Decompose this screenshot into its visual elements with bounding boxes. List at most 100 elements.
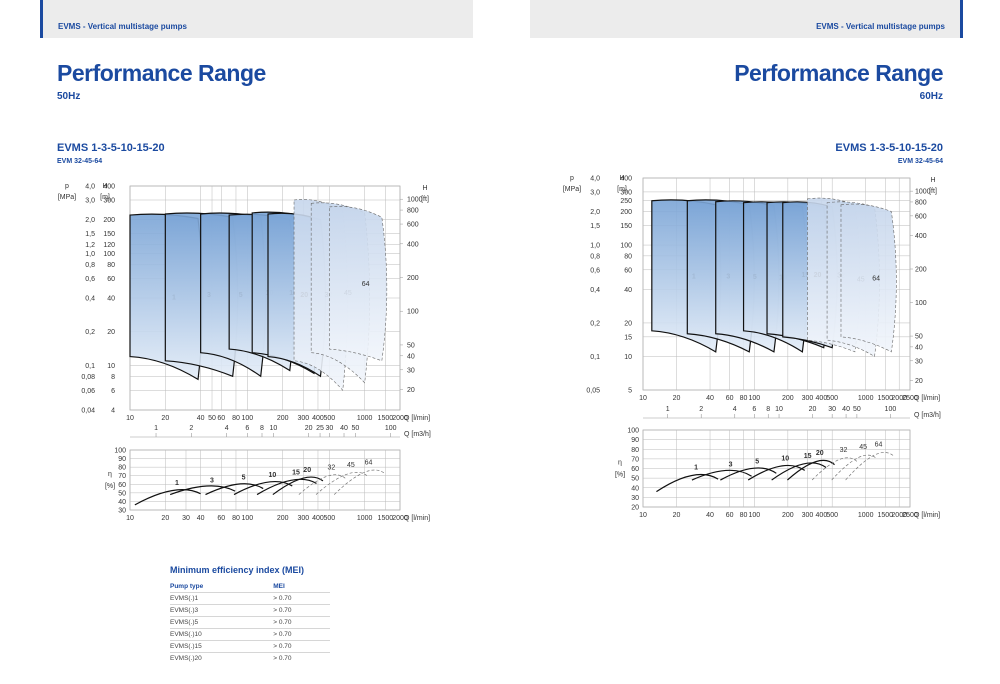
mei-type: EVMS(.)10 bbox=[170, 628, 274, 641]
eff-x-tick-label: 1500 bbox=[878, 512, 894, 519]
p-tick-label: 2,0 bbox=[590, 209, 600, 216]
ft-axis-unit: [ft] bbox=[421, 196, 429, 203]
p-tick-label: 0,06 bbox=[81, 388, 95, 395]
eff-x-tick-label: 2000 bbox=[891, 512, 907, 519]
eff-x-tick-label: 10 bbox=[639, 512, 647, 519]
p-tick-label: 1,5 bbox=[85, 231, 95, 238]
eff-curve-label-10: 10 bbox=[269, 472, 277, 479]
h-tick-label: 40 bbox=[107, 296, 115, 303]
p-tick-label: 0,6 bbox=[590, 267, 600, 274]
x-tick-label: 1500 bbox=[878, 395, 894, 402]
x-tick-label: 300 bbox=[802, 395, 814, 402]
eff-x-tick-label: 200 bbox=[782, 512, 794, 519]
ft-tick-label: 200 bbox=[915, 267, 927, 274]
eff-curve-10 bbox=[747, 464, 806, 481]
eff-x-tick-label: 1000 bbox=[357, 515, 373, 522]
eff-curve-label-45: 45 bbox=[859, 444, 867, 451]
eff-x-tick-label: 200 bbox=[277, 515, 289, 522]
table-row: EVMS(.)5 > 0.70 bbox=[170, 616, 330, 629]
h-tick-label: 5 bbox=[628, 388, 632, 395]
p-tick-label: 0,8 bbox=[590, 253, 600, 260]
h-tick-label: 250 bbox=[620, 198, 632, 205]
eff-tick-label: 60 bbox=[118, 482, 126, 489]
x-tick-label: 2000 bbox=[392, 415, 408, 422]
eff-x-tick-label: 20 bbox=[673, 512, 681, 519]
ft-tick-label: 20 bbox=[915, 378, 923, 385]
q2-tick-label: 8 bbox=[260, 425, 264, 432]
h-tick-label: 10 bbox=[624, 354, 632, 361]
x-tick-label: 400 bbox=[312, 415, 324, 422]
q2-tick-label: 6 bbox=[245, 425, 249, 432]
x-tick-label: 2000 bbox=[891, 395, 907, 402]
x-tick-label: 1000 bbox=[858, 395, 874, 402]
q2-tick-label: 25 bbox=[316, 425, 324, 432]
h-axis-label: H bbox=[102, 183, 107, 190]
eff-axis-label: η bbox=[108, 471, 112, 478]
x-tick-label: 40 bbox=[706, 395, 714, 402]
h-tick-label: 60 bbox=[107, 276, 115, 283]
q2-tick-label: 1 bbox=[666, 406, 670, 413]
q2-tick-label: 20 bbox=[305, 425, 313, 432]
header-bar-left: EVMS - Vertical multistage pumps bbox=[40, 0, 473, 38]
eff-x-tick-label: 2500 bbox=[902, 512, 918, 519]
mei-type: EVMS(.)5 bbox=[170, 616, 274, 629]
p-axis-label: p bbox=[570, 175, 574, 182]
q2-tick-label: 2 bbox=[189, 425, 193, 432]
p-tick-label: 4,0 bbox=[590, 176, 600, 183]
eff-x-tick-label: 60 bbox=[726, 512, 734, 519]
eff-x-tick-label: 300 bbox=[802, 512, 814, 519]
x-tick-label: 100 bbox=[749, 395, 761, 402]
mei-value: > 0.70 bbox=[273, 628, 330, 641]
q2-tick-label: 30 bbox=[828, 406, 836, 413]
mei-value: > 0.70 bbox=[273, 652, 330, 664]
table-row: EVMS(.)10 > 0.70 bbox=[170, 628, 330, 641]
ft-tick-label: 50 bbox=[915, 334, 923, 341]
x-tick-label: 10 bbox=[126, 415, 134, 422]
x-tick-label: 1500 bbox=[378, 415, 394, 422]
eff-tick-label: 40 bbox=[631, 485, 639, 492]
page-title-left: Performance Range bbox=[57, 60, 266, 86]
q2-tick-label: 20 bbox=[809, 406, 817, 413]
eff-x-axis-label: Q [l/min] bbox=[914, 512, 940, 519]
eff-axis-label: η bbox=[618, 460, 622, 467]
mei-type: EVMS(.)20 bbox=[170, 652, 274, 664]
eff-axis-unit: [%] bbox=[615, 472, 625, 479]
mei-value: > 0.70 bbox=[273, 640, 330, 653]
h-tick-label: 80 bbox=[107, 262, 115, 269]
q2-axis-label: Q [m3/h] bbox=[404, 431, 431, 438]
mei-title: Minimum efficiency index (MEI) bbox=[170, 565, 305, 575]
x-tick-label: 200 bbox=[782, 395, 794, 402]
p-tick-label: 0,6 bbox=[85, 276, 95, 283]
p-tick-label: 0,1 bbox=[590, 354, 600, 361]
x-tick-label: 100 bbox=[241, 415, 253, 422]
eff-curve-3 bbox=[169, 485, 236, 496]
eff-tick-label: 80 bbox=[118, 465, 126, 472]
table-row: EVMS(.)20 > 0.70 bbox=[170, 652, 330, 664]
q2-tick-label: 4 bbox=[733, 406, 737, 413]
eff-x-tick-label: 100 bbox=[749, 512, 761, 519]
eff-x-axis-label: Q [l/min] bbox=[404, 515, 430, 522]
p-tick-label: 0,8 bbox=[85, 262, 95, 269]
h-tick-label: 40 bbox=[624, 287, 632, 294]
p-axis-label: p bbox=[65, 183, 69, 190]
eff-curve-label-20: 20 bbox=[816, 450, 824, 457]
h-tick-label: 6 bbox=[111, 388, 115, 395]
mei-type: EVMS(.)3 bbox=[170, 604, 274, 617]
eff-curve-label-5: 5 bbox=[755, 459, 759, 466]
ft-tick-label: 100 bbox=[407, 309, 419, 316]
q2-tick-label: 40 bbox=[842, 406, 850, 413]
eff-tick-label: 70 bbox=[631, 456, 639, 463]
h-tick-label: 300 bbox=[620, 189, 632, 196]
eff-curve-45 bbox=[831, 454, 878, 481]
mei-table-block: Minimum efficiency index (MEI) Pump type… bbox=[170, 565, 340, 664]
mei-value: > 0.70 bbox=[273, 592, 330, 605]
envelope-64 bbox=[329, 206, 388, 362]
eff-x-tick-label: 60 bbox=[217, 515, 225, 522]
p-tick-label: 0,2 bbox=[590, 320, 600, 327]
mei-type: EVMS(.)1 bbox=[170, 592, 274, 605]
eff-curve-15 bbox=[771, 462, 827, 481]
h-axis-label: H bbox=[619, 175, 624, 182]
eff-curve-label-64: 64 bbox=[875, 441, 883, 448]
mei-type: EVMS(.)15 bbox=[170, 640, 274, 653]
